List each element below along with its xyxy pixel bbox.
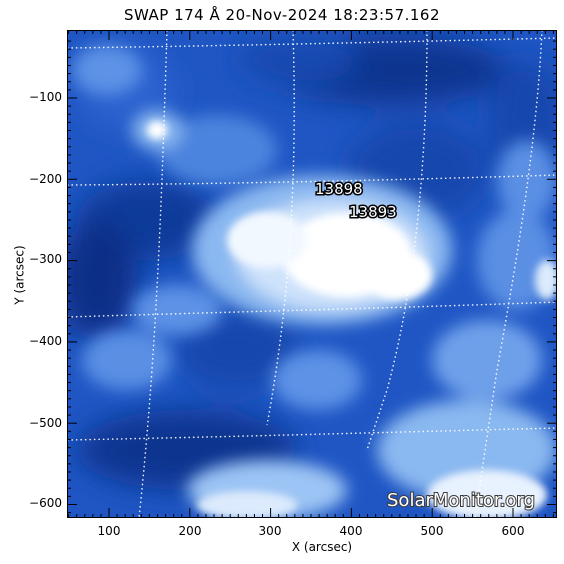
y-tick-label: −500 — [29, 416, 62, 430]
x-axis-label: X (arcsec) — [291, 540, 353, 554]
x-tick-label: 200 — [178, 524, 202, 538]
heliographic-grid — [67, 30, 557, 518]
x-tick-label: 300 — [258, 524, 282, 538]
plot-frame — [67, 30, 557, 518]
x-tick-label: 500 — [420, 524, 444, 538]
x-tick-label: 600 — [501, 524, 525, 538]
axis-ticks — [67, 30, 557, 518]
solar-image-svg: 13898 13893 SolarMonitor.org — [67, 30, 557, 518]
y-tick-label: −400 — [29, 334, 62, 348]
solar-image-plot: 13898 13893 SolarMonitor.org — [67, 30, 557, 518]
solarmonitor-watermark: SolarMonitor.org — [387, 490, 535, 511]
y-tick-label: −100 — [29, 90, 62, 104]
active-region-core — [147, 121, 557, 518]
figure-title: SWAP 174 Å 20-Nov-2024 18:23:57.162 — [123, 6, 441, 24]
x-tick-label: 400 — [339, 524, 363, 538]
y-tick-label: −200 — [29, 172, 62, 186]
region-label-13898: 13898 — [315, 180, 363, 198]
y-tick-label: −300 — [29, 252, 62, 266]
region-label-13893: 13893 — [349, 203, 397, 221]
x-tick-label: 100 — [97, 524, 121, 538]
y-tick-label: −600 — [29, 496, 62, 510]
